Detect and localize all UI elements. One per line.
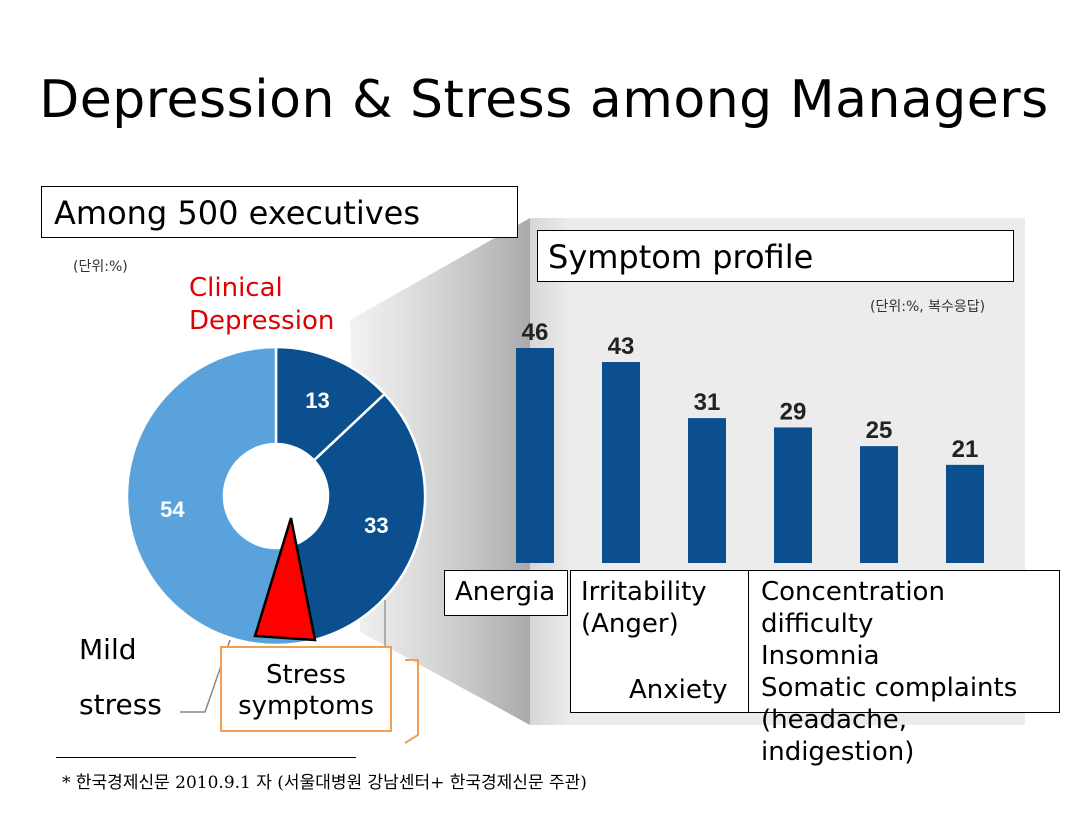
category-label-somatic: Somatic complaints (761, 673, 1018, 703)
bar-value-label: 29 (780, 398, 807, 425)
executives-label-box: Among 500 executives (41, 186, 518, 238)
red-pointer-triangle (253, 517, 317, 642)
unit-label-left: (단위:%) (73, 259, 128, 275)
stress-symptoms-box: Stress symptoms (220, 646, 392, 732)
symptom-profile-label-box: Symptom profile (537, 230, 1014, 282)
bar-value-label: 31 (694, 389, 721, 416)
donut-slice (125, 345, 315, 647)
bar (516, 348, 554, 563)
bar-value-label: 46 (522, 319, 549, 346)
donut-value-label: 54 (160, 497, 185, 522)
category-box-irritability: Irritability (Anger) Anxiety (570, 570, 750, 713)
donut-chart: 13 33 54 (125, 345, 427, 647)
mild-label-line2: stress (79, 688, 162, 721)
donut-value-label: 13 (305, 388, 329, 413)
category-label-somatic-detail: (headache, indigestion) (761, 705, 915, 767)
clinical-label-line1: Clinical (189, 273, 283, 303)
bar-value-label: 25 (866, 417, 893, 444)
category-label-anger: (Anger) (581, 609, 679, 639)
category-label-anergia: Anergia (455, 577, 556, 607)
stress-label-line2: symptoms (238, 691, 374, 721)
unit-label-right: (단위:%, 복수응답) (870, 299, 986, 315)
slide-title: Depression & Stress among Managers (39, 70, 1049, 130)
category-label-concentration: Concentration difficulty (761, 577, 945, 639)
bar-chart: 46 43 31 29 25 21 (516, 319, 984, 563)
bar (602, 362, 640, 563)
bar-value-label: 21 (952, 436, 979, 463)
footnote-divider (56, 757, 356, 758)
clinical-label-line2: Depression (189, 306, 335, 336)
donut-slice (287, 392, 427, 642)
mild-label-line1: Mild (79, 633, 137, 666)
donut-value-label: 33 (364, 513, 388, 538)
category-label-irritability: Irritability (581, 577, 707, 607)
category-label-insomnia: Insomnia (761, 641, 880, 671)
category-box-other: Concentration difficulty Insomnia Somati… (748, 570, 1060, 767)
stress-label-line1: Stress (266, 660, 346, 690)
bar (860, 446, 898, 563)
clinical-depression-label: Clinical Depression (189, 272, 334, 338)
bar (688, 418, 726, 563)
footnote: * 한국경제신문 2010.9.1 자 (서울대병원 강남센터+ 한국경제신문 … (62, 773, 587, 793)
bar-value-label: 43 (608, 333, 635, 360)
orange-bracket (404, 659, 419, 744)
bar (774, 427, 812, 563)
bar (946, 464, 984, 563)
category-label-anxiety: Anxiety (629, 675, 728, 705)
category-box-anergia: Anergia (444, 570, 568, 616)
